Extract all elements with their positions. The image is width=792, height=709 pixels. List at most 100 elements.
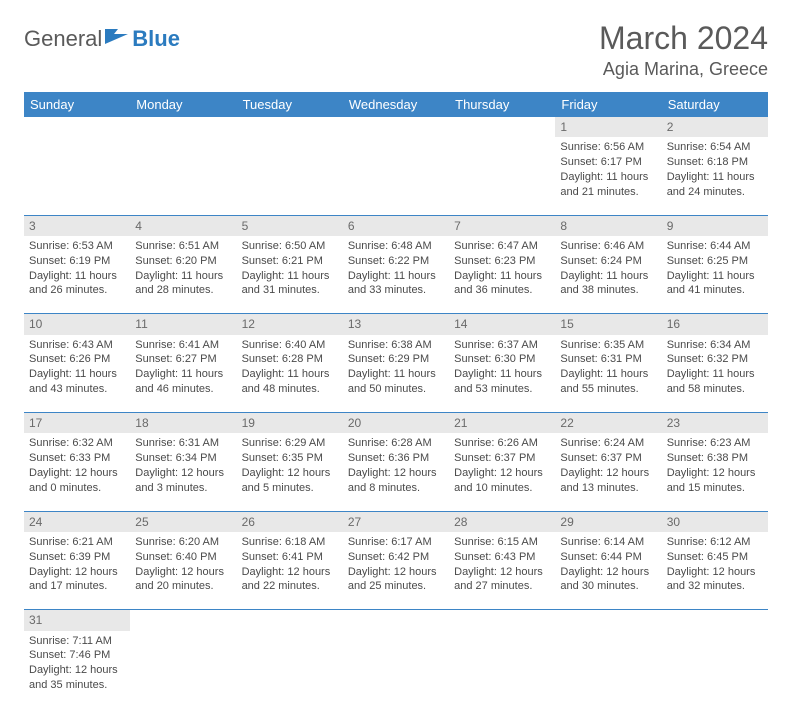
day-detail-cell: Sunrise: 6:14 AMSunset: 6:44 PMDaylight:…	[555, 532, 661, 610]
day-detail-cell	[555, 631, 661, 709]
day-detail-cell: Sunrise: 7:11 AMSunset: 7:46 PMDaylight:…	[24, 631, 130, 709]
day-detail-row: Sunrise: 6:21 AMSunset: 6:39 PMDaylight:…	[24, 532, 768, 610]
daylight-text: Daylight: 12 hours and 22 minutes.	[242, 565, 338, 595]
daylight-text: Daylight: 12 hours and 32 minutes.	[667, 565, 763, 595]
day-detail-cell: Sunrise: 6:18 AMSunset: 6:41 PMDaylight:…	[237, 532, 343, 610]
day-detail-cell: Sunrise: 6:41 AMSunset: 6:27 PMDaylight:…	[130, 335, 236, 413]
daylight-text: Daylight: 11 hours and 58 minutes.	[667, 367, 763, 397]
sunrise-text: Sunrise: 6:56 AM	[560, 140, 656, 155]
sunrise-text: Sunrise: 6:37 AM	[454, 338, 550, 353]
day-detail-cell: Sunrise: 6:54 AMSunset: 6:18 PMDaylight:…	[662, 137, 768, 215]
sunset-text: Sunset: 6:18 PM	[667, 155, 763, 170]
day-number-cell: 6	[343, 215, 449, 236]
day-detail-cell: Sunrise: 6:50 AMSunset: 6:21 PMDaylight:…	[237, 236, 343, 314]
daylight-text: Daylight: 11 hours and 33 minutes.	[348, 269, 444, 299]
sunset-text: Sunset: 6:37 PM	[560, 451, 656, 466]
day-number-cell: 17	[24, 413, 130, 434]
sunrise-text: Sunrise: 6:34 AM	[667, 338, 763, 353]
daylight-text: Daylight: 12 hours and 3 minutes.	[135, 466, 231, 496]
daylight-text: Daylight: 11 hours and 38 minutes.	[560, 269, 656, 299]
day-number-cell	[24, 117, 130, 137]
daylight-text: Daylight: 11 hours and 46 minutes.	[135, 367, 231, 397]
weekday-header: Friday	[555, 92, 661, 117]
day-number-cell: 2	[662, 117, 768, 137]
day-number-cell	[130, 117, 236, 137]
sunset-text: Sunset: 6:44 PM	[560, 550, 656, 565]
sunrise-text: Sunrise: 6:17 AM	[348, 535, 444, 550]
day-detail-cell: Sunrise: 6:21 AMSunset: 6:39 PMDaylight:…	[24, 532, 130, 610]
day-detail-cell: Sunrise: 6:51 AMSunset: 6:20 PMDaylight:…	[130, 236, 236, 314]
day-detail-cell: Sunrise: 6:43 AMSunset: 6:26 PMDaylight:…	[24, 335, 130, 413]
sunset-text: Sunset: 6:22 PM	[348, 254, 444, 269]
sunset-text: Sunset: 6:28 PM	[242, 352, 338, 367]
day-number-row: 3456789	[24, 215, 768, 236]
daylight-text: Daylight: 11 hours and 21 minutes.	[560, 170, 656, 200]
daylight-text: Daylight: 12 hours and 35 minutes.	[29, 663, 125, 693]
day-detail-cell: Sunrise: 6:48 AMSunset: 6:22 PMDaylight:…	[343, 236, 449, 314]
day-detail-cell: Sunrise: 6:20 AMSunset: 6:40 PMDaylight:…	[130, 532, 236, 610]
sunrise-text: Sunrise: 6:12 AM	[667, 535, 763, 550]
sunrise-text: Sunrise: 6:50 AM	[242, 239, 338, 254]
day-detail-cell: Sunrise: 6:56 AMSunset: 6:17 PMDaylight:…	[555, 137, 661, 215]
daylight-text: Daylight: 11 hours and 53 minutes.	[454, 367, 550, 397]
sunset-text: Sunset: 6:32 PM	[667, 352, 763, 367]
day-number-cell	[555, 610, 661, 631]
day-number-row: 17181920212223	[24, 413, 768, 434]
day-number-cell: 27	[343, 511, 449, 532]
sunrise-text: Sunrise: 6:46 AM	[560, 239, 656, 254]
daylight-text: Daylight: 12 hours and 30 minutes.	[560, 565, 656, 595]
logo-text-blue: Blue	[132, 26, 180, 52]
sunrise-text: Sunrise: 6:38 AM	[348, 338, 444, 353]
day-detail-cell	[24, 137, 130, 215]
sunset-text: Sunset: 6:36 PM	[348, 451, 444, 466]
day-detail-cell: Sunrise: 6:53 AMSunset: 6:19 PMDaylight:…	[24, 236, 130, 314]
sunrise-text: Sunrise: 6:54 AM	[667, 140, 763, 155]
day-number-cell: 25	[130, 511, 236, 532]
day-number-cell: 29	[555, 511, 661, 532]
sunrise-text: Sunrise: 6:29 AM	[242, 436, 338, 451]
sunset-text: Sunset: 6:21 PM	[242, 254, 338, 269]
location-subtitle: Agia Marina, Greece	[599, 59, 768, 80]
sunrise-text: Sunrise: 6:24 AM	[560, 436, 656, 451]
day-number-cell: 23	[662, 413, 768, 434]
day-detail-cell: Sunrise: 6:24 AMSunset: 6:37 PMDaylight:…	[555, 433, 661, 511]
day-number-cell: 3	[24, 215, 130, 236]
day-number-cell: 5	[237, 215, 343, 236]
day-detail-cell: Sunrise: 6:40 AMSunset: 6:28 PMDaylight:…	[237, 335, 343, 413]
sunset-text: Sunset: 6:29 PM	[348, 352, 444, 367]
sunrise-text: Sunrise: 6:48 AM	[348, 239, 444, 254]
sunset-text: Sunset: 7:46 PM	[29, 648, 125, 663]
sunrise-text: Sunrise: 6:21 AM	[29, 535, 125, 550]
day-detail-cell: Sunrise: 6:28 AMSunset: 6:36 PMDaylight:…	[343, 433, 449, 511]
weekday-header: Thursday	[449, 92, 555, 117]
day-number-cell: 8	[555, 215, 661, 236]
weekday-header: Wednesday	[343, 92, 449, 117]
flag-icon	[104, 28, 130, 51]
day-number-cell: 22	[555, 413, 661, 434]
sunset-text: Sunset: 6:23 PM	[454, 254, 550, 269]
daylight-text: Daylight: 11 hours and 48 minutes.	[242, 367, 338, 397]
sunrise-text: Sunrise: 6:53 AM	[29, 239, 125, 254]
daylight-text: Daylight: 11 hours and 55 minutes.	[560, 367, 656, 397]
day-number-cell: 7	[449, 215, 555, 236]
day-number-cell: 28	[449, 511, 555, 532]
day-detail-cell	[449, 631, 555, 709]
daylight-text: Daylight: 11 hours and 43 minutes.	[29, 367, 125, 397]
day-number-row: 12	[24, 117, 768, 137]
day-detail-cell: Sunrise: 6:47 AMSunset: 6:23 PMDaylight:…	[449, 236, 555, 314]
sunset-text: Sunset: 6:26 PM	[29, 352, 125, 367]
day-number-cell: 4	[130, 215, 236, 236]
day-detail-row: Sunrise: 6:32 AMSunset: 6:33 PMDaylight:…	[24, 433, 768, 511]
sunrise-text: Sunrise: 6:41 AM	[135, 338, 231, 353]
sunset-text: Sunset: 6:33 PM	[29, 451, 125, 466]
sunrise-text: Sunrise: 6:43 AM	[29, 338, 125, 353]
day-number-cell	[343, 117, 449, 137]
weekday-header: Saturday	[662, 92, 768, 117]
sunset-text: Sunset: 6:25 PM	[667, 254, 763, 269]
sunrise-text: Sunrise: 6:47 AM	[454, 239, 550, 254]
sunset-text: Sunset: 6:41 PM	[242, 550, 338, 565]
day-number-cell: 21	[449, 413, 555, 434]
day-number-cell	[130, 610, 236, 631]
day-detail-cell	[237, 631, 343, 709]
sunset-text: Sunset: 6:43 PM	[454, 550, 550, 565]
